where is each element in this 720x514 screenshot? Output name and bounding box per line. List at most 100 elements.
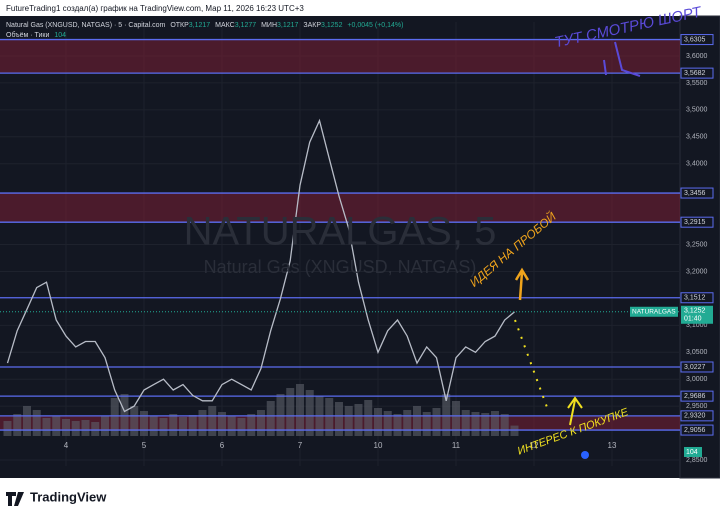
x-tick-label: 6 [220, 441, 225, 450]
volume-bar [451, 401, 460, 436]
volume-legend: Объём · Тики 104 [6, 31, 66, 39]
volume-bar [100, 416, 109, 436]
volume-bar [159, 418, 168, 436]
volume-bar [481, 413, 490, 436]
volume-bar [276, 394, 285, 436]
volume-bar [286, 388, 295, 436]
volume-bar [471, 412, 480, 436]
volume-bar [81, 420, 90, 436]
y-tick-label: 3,2000 [686, 268, 708, 275]
legend: Natural Gas (XNGUSD, NATGAS) · 5 · Capit… [6, 22, 403, 29]
y-tick-label: 3,5000 [686, 107, 708, 114]
y-tick-label: 3,6000 [686, 53, 708, 60]
volume-bar [110, 398, 119, 436]
y-tick-label: 3,0000 [686, 376, 708, 383]
x-tick-label: 4 [64, 441, 69, 450]
volume-bar [461, 410, 470, 436]
volume-bar [169, 414, 178, 436]
legend-label: ОТКР [170, 22, 189, 29]
y-tick-label: 3,4000 [686, 161, 708, 168]
level-tag [680, 187, 714, 199]
watermark-title: NATURALGAS, 5 [184, 210, 497, 254]
legend-label: МИН [261, 22, 277, 29]
volume-bar [188, 415, 197, 436]
legend-value: 3,1217 [189, 22, 211, 29]
volume-bar [237, 418, 246, 436]
level-tag [680, 390, 714, 402]
volume-bar [490, 411, 499, 436]
volume-bar [61, 419, 70, 436]
volume-bar [373, 408, 382, 436]
volume-bar [149, 416, 158, 436]
y-tick-label: 2,8500 [686, 457, 708, 464]
volume-bar [412, 406, 421, 436]
volume-tag-label: 104 [686, 449, 698, 456]
volume-bar [266, 401, 275, 436]
level-tag [680, 424, 714, 436]
volume-bar [510, 425, 519, 436]
volume-bar [344, 406, 353, 436]
x-tick-label: 11 [452, 441, 461, 450]
legend-label: МАКС [215, 22, 235, 29]
volume-bar [432, 408, 441, 436]
current-name: NATURALGAS [632, 308, 676, 315]
level-label: 2,9320 [684, 413, 706, 420]
volume-bar [42, 418, 51, 436]
volume-bar [403, 410, 412, 436]
y-tick-label: 3,2500 [686, 241, 708, 248]
volume-bar [393, 414, 402, 436]
zone [0, 39, 680, 74]
volume-bar [32, 410, 41, 436]
annotation-arrow [603, 41, 641, 77]
legend-value: 3,1277 [235, 22, 257, 29]
volume-bar [139, 411, 148, 436]
volume-bar [198, 410, 207, 436]
footer-logo: TradingView [30, 489, 107, 504]
volume-bar [354, 404, 363, 436]
legend-change: +0,0045 (+0,14%) [347, 22, 403, 29]
volume-bar [178, 417, 187, 436]
level-tag [680, 410, 714, 422]
volume-bar [383, 411, 392, 436]
level-label: 2,9686 [684, 393, 706, 400]
watermark-subtitle: Natural Gas (XNGUSD, NATGAS) [204, 257, 477, 277]
volume-bar [91, 422, 100, 436]
footer-logo-icon [6, 492, 24, 506]
volume-bar [442, 394, 451, 436]
legend-value: 3,1217 [277, 22, 299, 29]
current-price-label: 3,1252 [684, 308, 706, 315]
header-title: FutureTrading1 создал(а) график на Tradi… [6, 4, 304, 13]
volume-bar [500, 414, 509, 436]
level-label: 3,2915 [684, 219, 706, 226]
x-tick-label: 5 [142, 441, 147, 450]
volume-bar [3, 421, 12, 436]
level-label: 3,5682 [684, 70, 706, 77]
x-tick-label: 7 [298, 441, 303, 450]
level-label: 3,3456 [684, 190, 706, 197]
x-tick-label: 13 [608, 441, 617, 450]
volume-bar [305, 390, 314, 436]
x-tick-label: 12 [530, 441, 539, 450]
y-tick-label: 2,9500 [686, 403, 708, 410]
flag-icon [581, 451, 589, 459]
current-price-tag [681, 305, 713, 324]
volume-legend-label: Объём · Тики [6, 31, 49, 39]
volume-bar [227, 416, 236, 436]
volume-bar [422, 412, 431, 436]
volume-bar [217, 412, 226, 436]
volume-bar [208, 406, 217, 436]
volume-bar [120, 394, 129, 436]
current-name-tag [630, 306, 678, 317]
current-timer: 01:40 [684, 316, 702, 323]
level-label: 3,6305 [684, 36, 706, 43]
price-line [6, 118, 515, 413]
chart: 3,6000 3,5500 3,5000 3,4500 3,4000 3,2500 3,20… [0, 22, 714, 466]
y-tick-label: 3,0500 [686, 349, 708, 356]
volume-bar [334, 402, 343, 436]
volume-bar [247, 414, 256, 436]
level-label: 3,1512 [684, 295, 706, 302]
volume-legend-value: 104 [54, 32, 66, 39]
level-label: 2,9056 [684, 427, 706, 434]
level-label: 3,0227 [684, 364, 706, 371]
